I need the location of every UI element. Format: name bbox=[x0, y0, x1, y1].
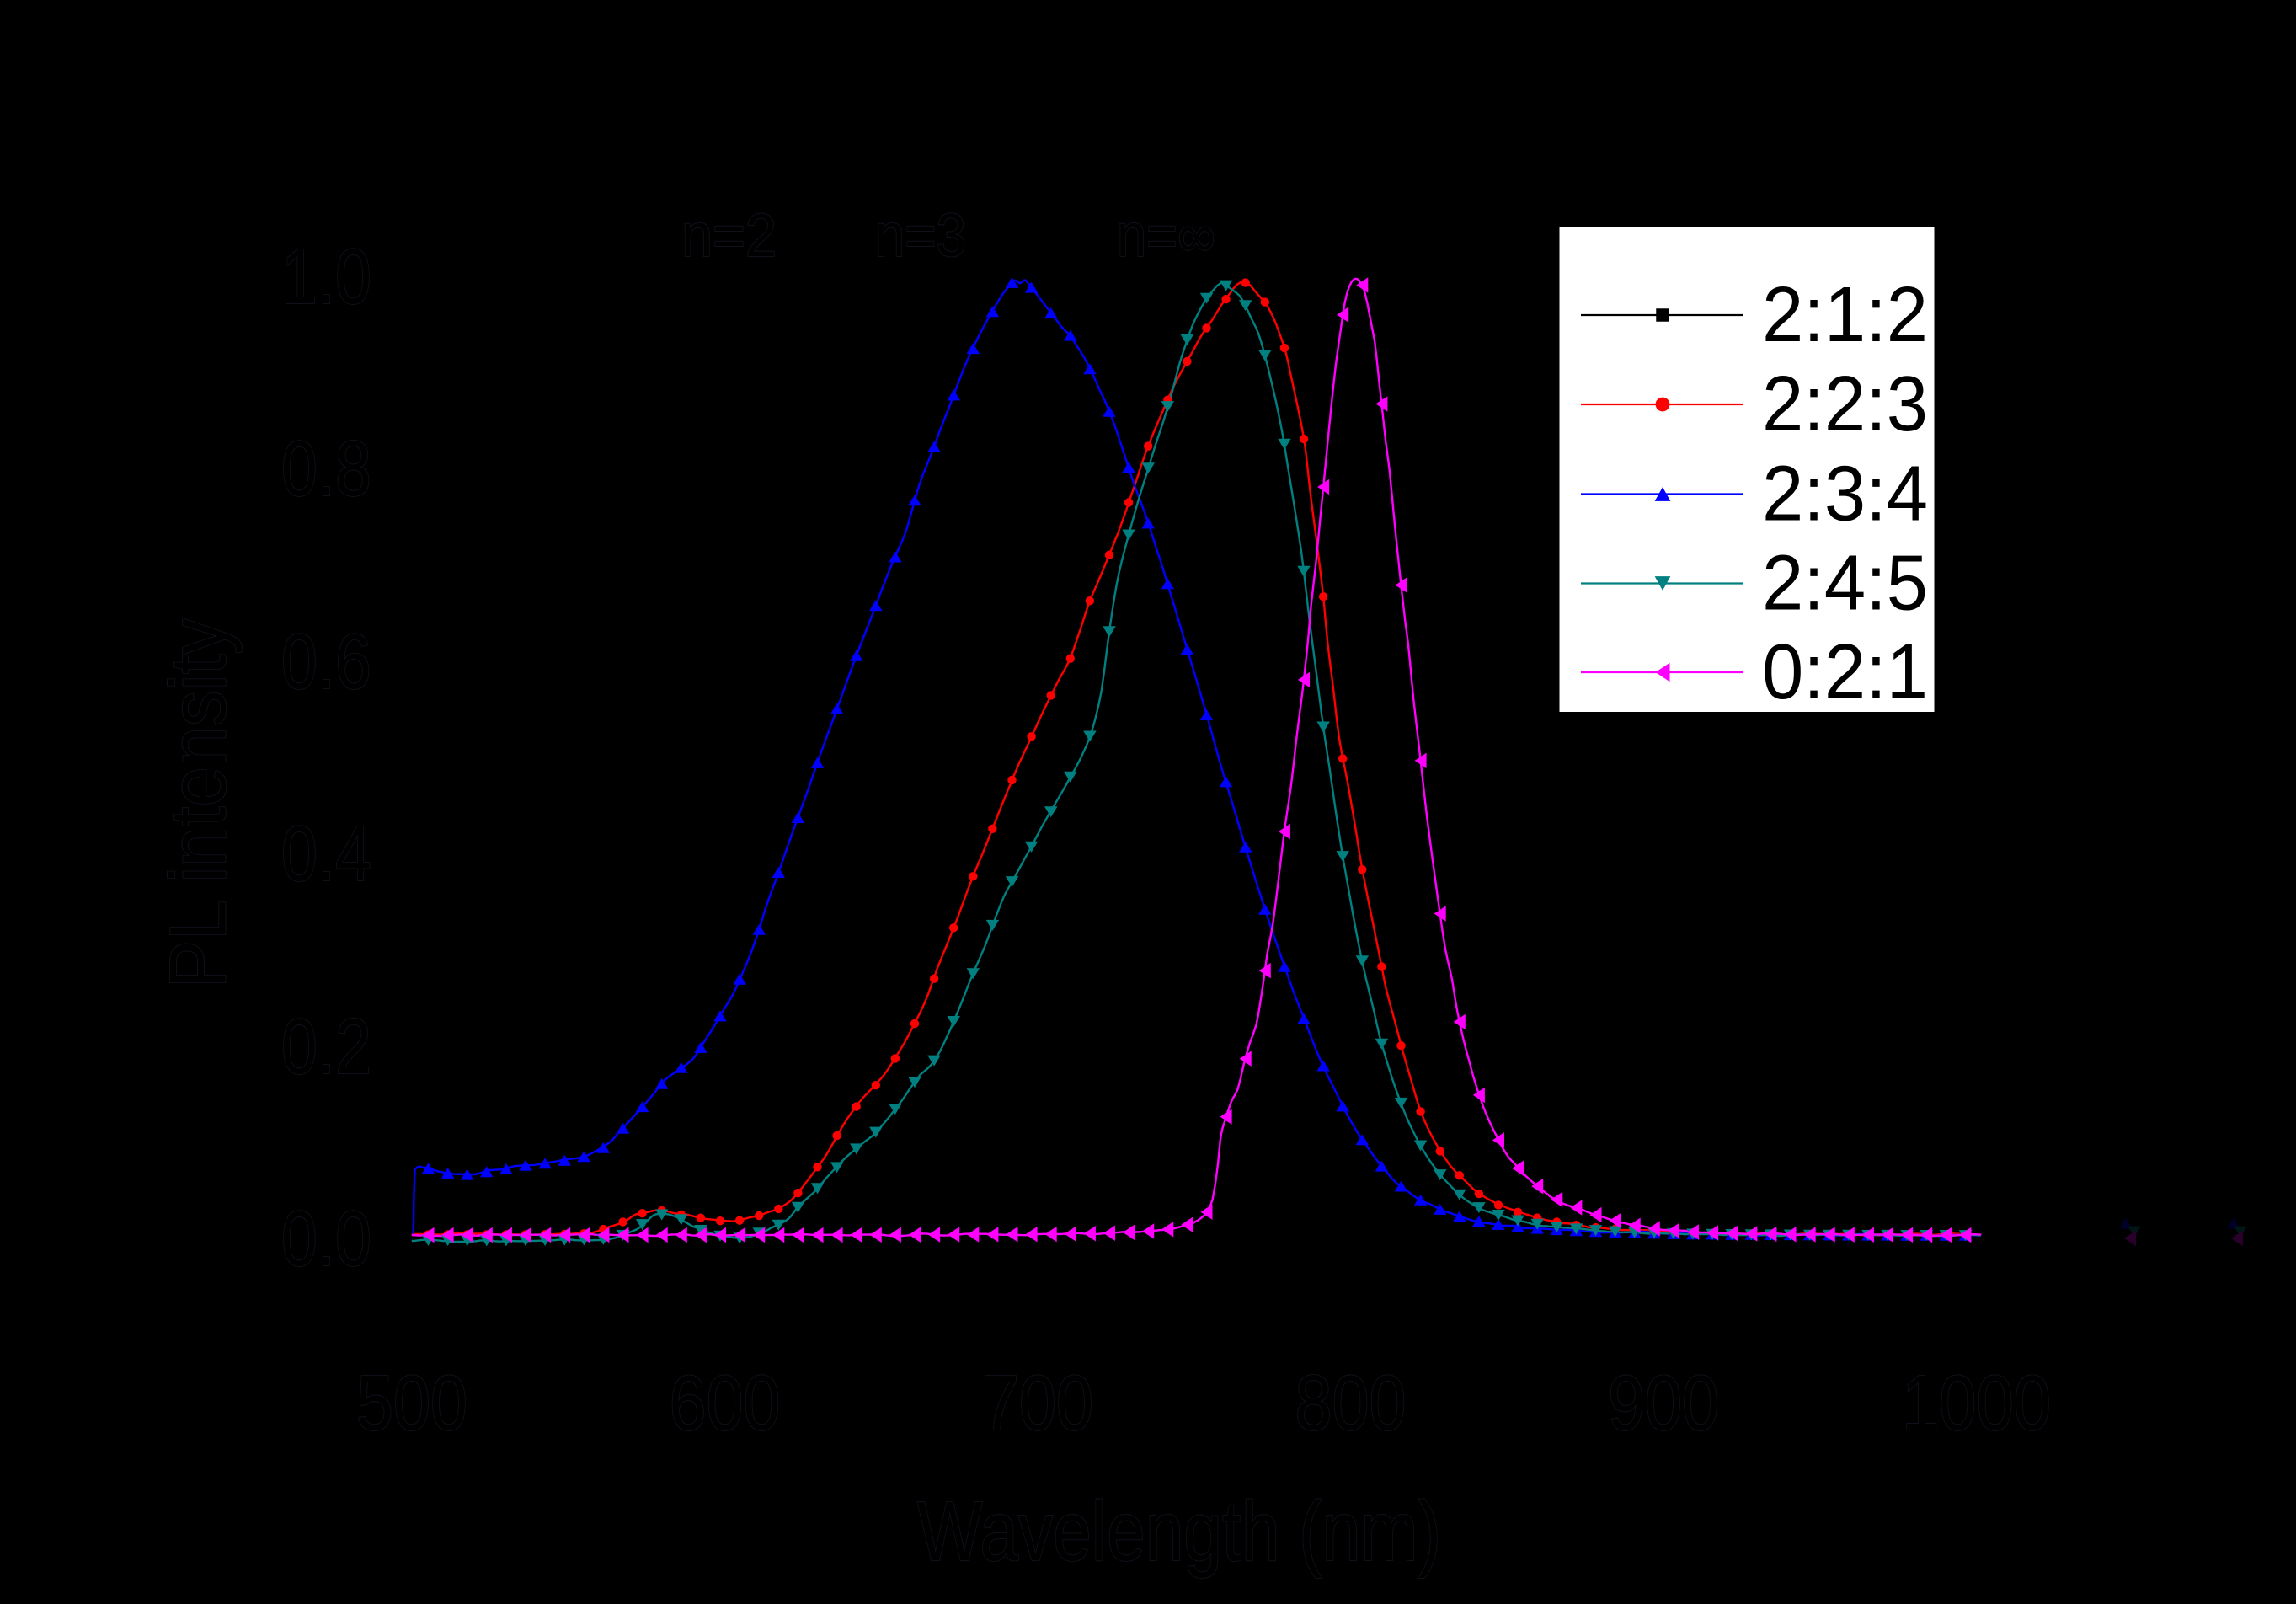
svg-text:700: 700 bbox=[982, 1359, 1093, 1446]
svg-text:1000: 1000 bbox=[1902, 1359, 2051, 1446]
svg-text:600: 600 bbox=[670, 1359, 781, 1446]
svg-text:Wavelength (nm): Wavelength (nm) bbox=[917, 1484, 1441, 1579]
svg-text:1.0: 1.0 bbox=[281, 233, 371, 320]
svg-text:0.6: 0.6 bbox=[281, 618, 371, 705]
svg-text:0.8: 0.8 bbox=[281, 425, 371, 512]
svg-text:0:2:1: 0:2:1 bbox=[1762, 628, 1928, 715]
svg-text:900: 900 bbox=[1608, 1359, 1719, 1446]
svg-text:n=∞: n=∞ bbox=[1117, 202, 1215, 270]
svg-text:2:2:3: 2:2:3 bbox=[1762, 360, 1928, 447]
svg-text:2:3:4: 2:3:4 bbox=[1762, 450, 1928, 537]
svg-text:500: 500 bbox=[356, 1359, 467, 1446]
svg-text:PL intensity: PL intensity bbox=[154, 618, 243, 988]
svg-text:800: 800 bbox=[1295, 1359, 1407, 1446]
svg-text:0.2: 0.2 bbox=[281, 1002, 371, 1090]
svg-text:0.0: 0.0 bbox=[281, 1195, 371, 1282]
svg-text:2:4:5: 2:4:5 bbox=[1762, 539, 1928, 627]
svg-text:2:1:2: 2:1:2 bbox=[1762, 270, 1928, 358]
svg-text:n=3: n=3 bbox=[875, 202, 966, 270]
svg-text:n=2: n=2 bbox=[681, 202, 777, 270]
svg-text:0.4: 0.4 bbox=[281, 810, 371, 897]
